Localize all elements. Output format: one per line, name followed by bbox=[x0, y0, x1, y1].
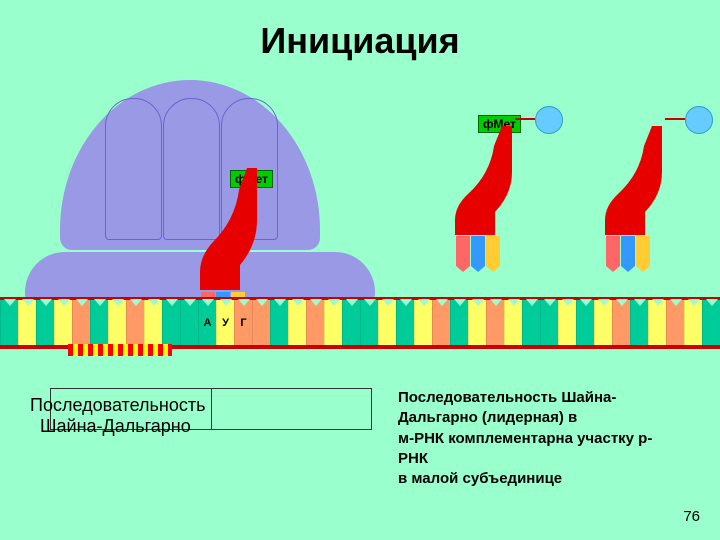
amino-acid bbox=[685, 106, 713, 134]
mrna-codon bbox=[576, 300, 594, 346]
mrna-codon bbox=[486, 300, 504, 346]
mrna-codon bbox=[522, 300, 540, 346]
mrna-codon bbox=[702, 300, 720, 346]
text: РНК bbox=[398, 450, 428, 467]
mrna-codon bbox=[558, 300, 576, 346]
trna bbox=[440, 120, 525, 270]
mrna-codon bbox=[54, 300, 72, 346]
mrna-codon bbox=[324, 300, 342, 346]
mrna-strip: АУГ bbox=[0, 300, 720, 346]
mrna-codon: А bbox=[198, 300, 216, 346]
mrna-codon: Г bbox=[234, 300, 252, 346]
mrna-codon bbox=[90, 300, 108, 346]
mrna-codon bbox=[648, 300, 666, 346]
page-title: Инициация bbox=[0, 0, 720, 62]
mrna-codon bbox=[36, 300, 54, 346]
mrna-codon bbox=[684, 300, 702, 346]
mrna-codon bbox=[162, 300, 180, 346]
mrna-codon bbox=[306, 300, 324, 346]
mrna-codon bbox=[396, 300, 414, 346]
text: Последовательность bbox=[30, 395, 205, 415]
text: Дальгарно (лидерная) в bbox=[398, 409, 577, 426]
mrna-codon bbox=[144, 300, 162, 346]
mrna-codon bbox=[450, 300, 468, 346]
mrna-codon bbox=[72, 300, 90, 346]
mrna-codon bbox=[180, 300, 198, 346]
text: Последовательность Шайна- bbox=[398, 389, 616, 406]
text: м-РНК комплементарна участку р- bbox=[398, 430, 652, 447]
description: Последовательность Шайна- Дальгарно (лид… bbox=[398, 388, 708, 489]
text: в малой субъединице bbox=[398, 470, 562, 487]
mrna-codon bbox=[126, 300, 144, 346]
mrna-codon bbox=[270, 300, 288, 346]
text: Шайна-Дальгарно bbox=[40, 416, 191, 436]
mrna-codon bbox=[504, 300, 522, 346]
bond bbox=[515, 118, 535, 120]
mrna-codon bbox=[360, 300, 378, 346]
anticodon bbox=[456, 236, 500, 266]
mrna-codon bbox=[612, 300, 630, 346]
mrna-codon: У bbox=[216, 300, 234, 346]
mrna-codon bbox=[108, 300, 126, 346]
mrna-codon bbox=[18, 300, 36, 346]
mrna-codon bbox=[540, 300, 558, 346]
mrna-codon bbox=[432, 300, 450, 346]
mrna-codon bbox=[0, 300, 18, 346]
ribo-slot bbox=[105, 98, 162, 240]
mrna-codon bbox=[252, 300, 270, 346]
mrna-codon bbox=[666, 300, 684, 346]
bond bbox=[665, 118, 685, 120]
mrna-codon bbox=[288, 300, 306, 346]
amino-acid bbox=[535, 106, 563, 134]
mrna-codon bbox=[468, 300, 486, 346]
mrna-codon bbox=[378, 300, 396, 346]
mrna-codon bbox=[630, 300, 648, 346]
mrna-codon bbox=[414, 300, 432, 346]
anticodon bbox=[606, 236, 650, 266]
trna bbox=[590, 120, 675, 270]
mrna-codon bbox=[594, 300, 612, 346]
mrna-codon bbox=[342, 300, 360, 346]
sd-label: Последовательность Шайна-Дальгарно bbox=[30, 395, 205, 437]
page-number: 76 bbox=[683, 508, 700, 525]
shine-dalgarno-marker bbox=[68, 344, 172, 356]
